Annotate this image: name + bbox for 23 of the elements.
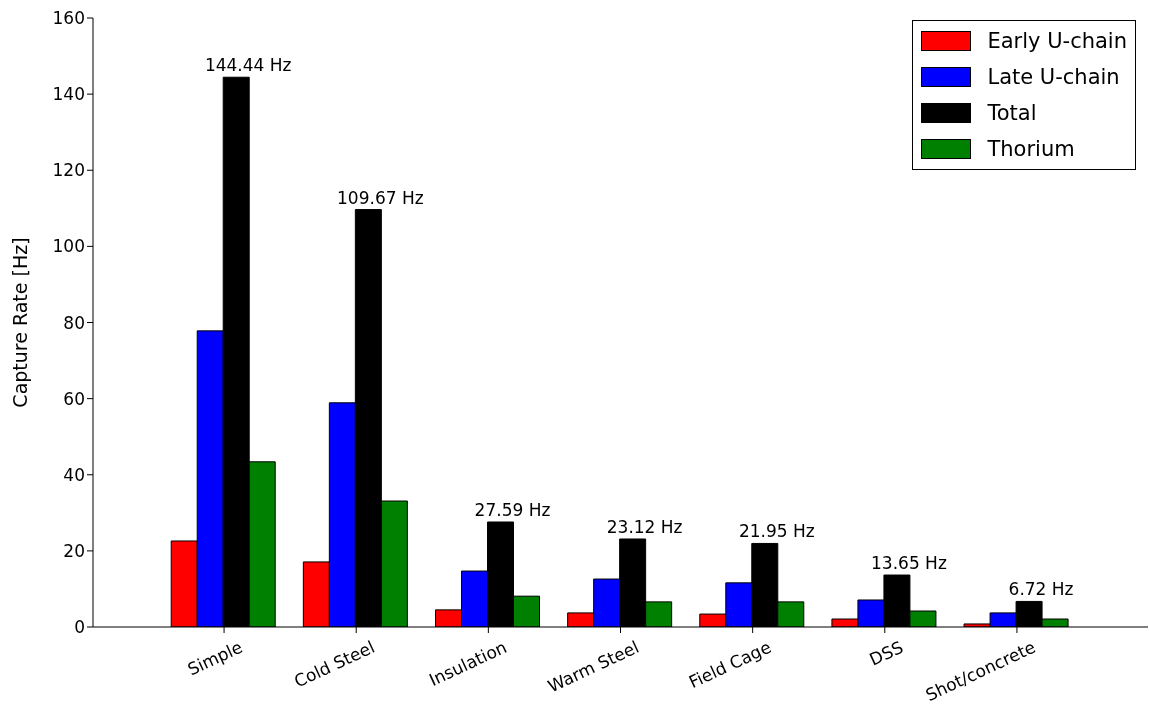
y-tick-label: 140: [52, 84, 85, 105]
y-tick-label: 80: [63, 312, 85, 333]
y-tick-label: 160: [52, 8, 85, 29]
y-tick-label: 0: [74, 617, 85, 638]
data-label: 27.59 Hz: [474, 499, 551, 520]
y-tick-label: 20: [63, 540, 85, 561]
data-label: 23.12 Hz: [606, 517, 683, 537]
y-axis-title: Capture Rate [Hz]: [8, 237, 31, 408]
data-label: 21.95 Hz: [738, 521, 815, 542]
y-tick-label: 60: [63, 388, 85, 409]
y-tick-label: 40: [63, 464, 85, 485]
data-label: 109.67 Hz: [337, 187, 424, 208]
legend-label: Late U-chain: [987, 65, 1120, 89]
y-tick-label: 120: [52, 160, 85, 181]
data-label: 144.44 Hz: [204, 55, 292, 76]
legend-label: Total: [987, 101, 1037, 125]
legend-label: Early U-chain: [987, 29, 1127, 53]
data-label: 6.72 Hz: [1008, 579, 1074, 600]
y-tick-label: 100: [52, 236, 85, 257]
x-tick-label: Field Cage: [685, 636, 775, 693]
x-tick-label: DSS: [866, 636, 907, 670]
legend-label: Thorium: [987, 137, 1075, 161]
data-label: 13.65 Hz: [871, 553, 947, 574]
